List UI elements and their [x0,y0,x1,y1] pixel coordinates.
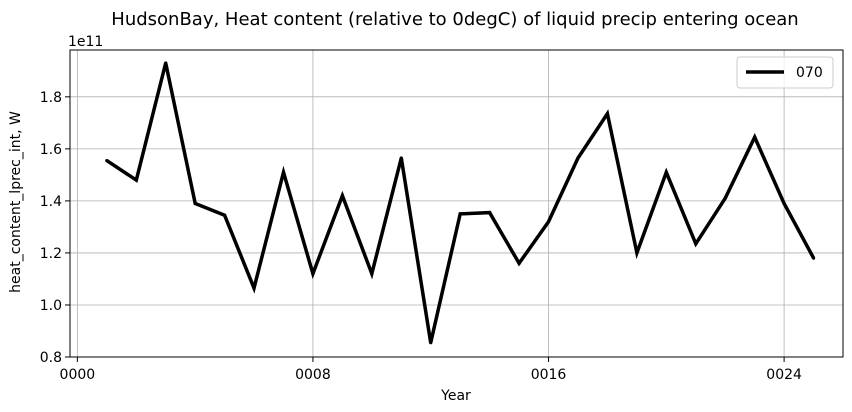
data-point [605,112,610,116]
chart-title: HudsonBay, Heat content (relative to 0de… [111,9,798,30]
x-axis: 0000 0008 0016 0024 [60,357,802,383]
legend: 070 [736,56,834,89]
data-point [193,201,197,206]
x-tick-label: 0024 [766,367,802,383]
data-point [399,156,403,160]
data-point [488,211,492,215]
y-tick-label: 1.0 [40,298,62,314]
data-point [811,256,816,260]
plot-area [69,49,844,358]
y-tick-label: 1.8 [40,90,62,106]
data-point [517,261,521,265]
series-line-070 [105,62,816,344]
data-point [370,272,374,276]
y-tick-label: 1.2 [40,246,62,262]
x-tick-label: 0000 [60,367,96,383]
data-point [252,286,256,290]
data-point [281,170,286,174]
data-point [694,242,698,246]
legend-label-070: 070 [796,65,823,81]
data-point [546,220,551,224]
data-point [134,178,138,182]
y-axis: 0.8 1.0 1.2 1.4 1.6 1.8 [40,90,70,366]
data-point [576,156,580,160]
x-axis-label: Year [440,388,471,404]
y-tick-label: 1.4 [40,194,62,210]
data-point [664,170,668,174]
series-layer [105,61,816,345]
x-tick-label: 0008 [295,367,331,383]
legend-box [736,56,834,89]
y-axis-label: heat_content_lprec_int, W [8,111,24,293]
data-point [105,158,109,163]
data-point [635,251,639,255]
data-point [782,201,786,206]
x-tick-label: 0016 [531,367,567,383]
data-point [311,272,315,276]
data-point [458,212,462,216]
data-point [223,213,227,217]
data-point [429,341,433,345]
data-point [723,196,727,200]
y-offset-label: 1e11 [68,34,103,50]
data-point [164,61,168,65]
y-tick-label: 1.6 [40,142,62,158]
grid-lines [70,50,843,358]
data-point [753,135,757,139]
data-point [340,194,344,198]
y-tick-label: 0.8 [40,350,62,366]
